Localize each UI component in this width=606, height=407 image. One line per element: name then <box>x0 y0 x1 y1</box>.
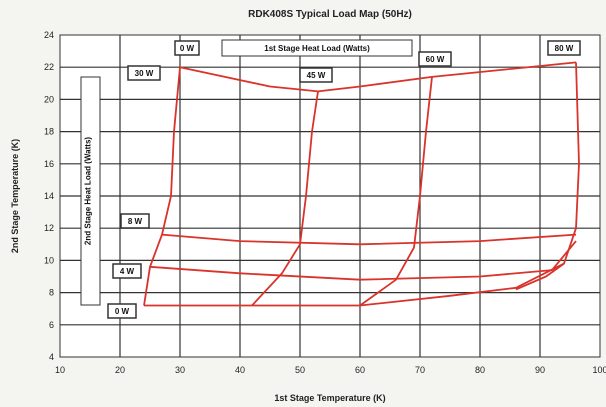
x-tick-label: 50 <box>295 365 305 375</box>
label-box-2nd-0w <box>107 303 137 319</box>
y-tick-label: 4 <box>49 352 54 362</box>
label-1st-45w: 45 W <box>307 71 326 80</box>
x-tick-label: 60 <box>355 365 365 375</box>
series-line-6 <box>161 233 577 246</box>
second-stage-legend-text: 2nd Stage Heat Load (Watts) <box>84 137 93 245</box>
x-tick-label: 70 <box>415 365 425 375</box>
label-box-1st-0w <box>174 40 200 56</box>
x-tick-label: 10 <box>55 365 65 375</box>
label-2nd-4w: 4 W <box>120 267 135 276</box>
chart-title: RDK408S Typical Load Map (50Hz) <box>248 9 412 20</box>
x-tick-label: 30 <box>175 365 185 375</box>
x-tick-label: 80 <box>475 365 485 375</box>
first-stage-legend-text: 1st Stage Heat Load (Watts) <box>264 44 370 53</box>
second-stage-legend-box <box>80 76 101 306</box>
y-tick-label: 20 <box>44 94 54 104</box>
y-axis-ticks: 4 6 8 10 12 14 16 18 20 22 24 <box>44 30 54 362</box>
y-tick-label: 6 <box>49 320 54 330</box>
y-tick-label: 12 <box>44 223 54 233</box>
y-tick-label: 10 <box>44 255 54 265</box>
y-tick-label: 22 <box>44 62 54 72</box>
label-box-1st-60w <box>418 51 452 67</box>
series-line-5 <box>149 240 577 281</box>
series-line-1 <box>251 91 319 307</box>
x-axis-title: 1st Stage Temperature (K) <box>274 393 385 403</box>
label-1st-0w: 0 W <box>180 44 195 53</box>
series-line-7 <box>179 61 577 93</box>
label-2nd-0w: 0 W <box>115 307 130 316</box>
y-tick-label: 24 <box>44 30 54 40</box>
series-line-3 <box>515 62 580 291</box>
label-box-2nd-4w <box>112 263 142 279</box>
label-2nd-8w: 8 W <box>128 217 143 226</box>
y-tick-label: 16 <box>44 159 54 169</box>
label-1st-60w: 60 W <box>426 55 445 64</box>
label-box-2nd-8w <box>120 213 150 229</box>
label-box-1st-45w <box>299 67 333 83</box>
y-tick-label: 14 <box>44 191 54 201</box>
x-tick-label: 90 <box>535 365 545 375</box>
label-1st-30w: 30 W <box>135 69 154 78</box>
series-line-4 <box>144 262 565 307</box>
x-axis-ticks: 10 20 30 40 50 60 70 80 90 100 <box>55 365 606 375</box>
x-tick-label: 40 <box>235 365 245 375</box>
label-1st-80w: 80 W <box>555 44 574 53</box>
label-box-1st-30w <box>127 65 161 81</box>
first-stage-legend-box <box>221 39 413 57</box>
y-tick-label: 18 <box>44 127 54 137</box>
series-group <box>143 61 580 307</box>
series-line-0 <box>143 67 181 306</box>
y-axis-title: 2nd Stage Temperature (K) <box>10 139 20 253</box>
label-box-1st-80w <box>547 40 581 56</box>
series-line-2 <box>359 76 433 307</box>
x-tick-label: 100 <box>592 365 606 375</box>
y-tick-label: 8 <box>49 288 54 298</box>
x-tick-label: 20 <box>115 365 125 375</box>
